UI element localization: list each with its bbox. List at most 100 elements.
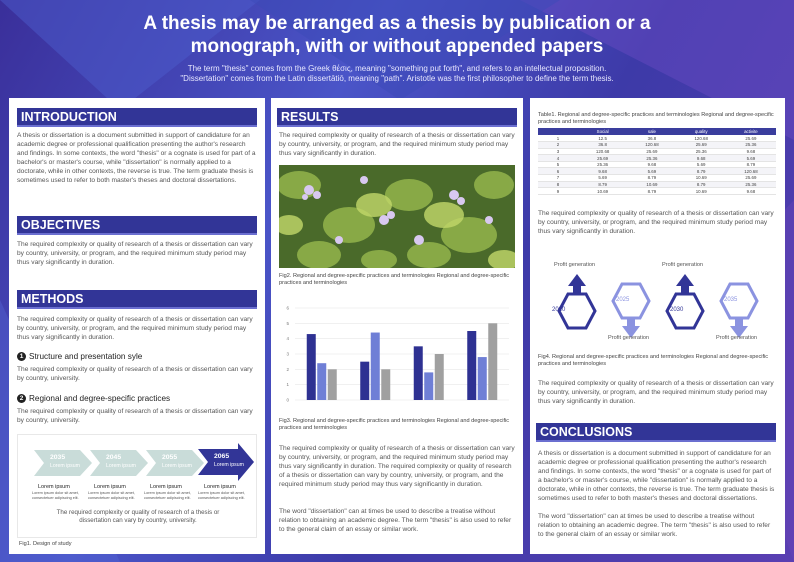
results-text-2: The required complexity or quality of re… <box>279 445 515 488</box>
table-row: 7 5.69 8.79 10.69 25.69 <box>538 174 776 182</box>
arrow-up-icon <box>568 274 586 294</box>
table-cell: 120.68 <box>676 135 726 143</box>
column-right: Table1. Regional and degree-specific pra… <box>530 98 785 554</box>
hex-label-2: Profit generation <box>608 335 650 341</box>
number-badge-1: 1 <box>17 352 26 361</box>
methods-heading: METHODS <box>17 290 257 309</box>
y-tick-label: 6 <box>286 306 289 311</box>
table-cell: 25.36 <box>676 148 726 156</box>
table-row: 3 120.68 25.69 25.36 9.68 <box>538 148 776 156</box>
table-cell: 4 <box>538 154 578 162</box>
table-cell: 9.68 <box>725 148 776 156</box>
y-tick-label: 1 <box>286 382 289 387</box>
table-cell: 25.69 <box>725 135 776 143</box>
methods-subheading-2: 2 Regional and degree-specific practices <box>17 394 170 403</box>
table-row: 6 9.68 5.69 8.79 120.68 <box>538 167 776 176</box>
timeline-title-4: Lorem ipsum <box>204 484 236 490</box>
bar-series1-cat1 <box>306 334 316 400</box>
timeline-figure: 2035 Lorem ipsum 2045 Lorem ipsum 2055 L… <box>17 434 257 538</box>
hexagon-2020 <box>557 292 597 330</box>
table-cell: 8 <box>538 181 578 189</box>
table-cell: 8.79 <box>725 161 776 169</box>
table-cell: 25.36 <box>725 181 776 189</box>
table-cell: 5.69 <box>627 167 677 176</box>
col3-text-2: The required complexity or quality of re… <box>538 380 774 405</box>
table-cell: 5.69 <box>676 161 726 169</box>
timeline-note-3: Lorem ipsum dolor sit amet, consectetuer… <box>144 491 191 500</box>
objectives-text: The required complexity or quality of re… <box>17 241 253 266</box>
table-cell: 9.68 <box>578 167 628 176</box>
bar-chart: 0 1 2 3 4 5 6 <box>286 306 509 403</box>
table-cell: 6 <box>538 167 578 176</box>
poster-subtitle: The term "thesis" comes from the Greek θ… <box>180 64 614 83</box>
bar-series3-cat3 <box>434 354 444 400</box>
table-row: 4 25.69 25.36 9.68 5.69 <box>538 154 776 162</box>
bar-series1-cat4 <box>467 331 477 400</box>
timeline-note-4: Lorem ipsum dolor sit amet, consectetuer… <box>198 491 245 500</box>
results-heading: RESULTS <box>277 108 517 127</box>
col3-text-1: The required complexity or quality of re… <box>538 210 774 235</box>
y-tick-label: 4 <box>286 336 289 341</box>
table-row: 9 10.69 8.79 10.69 9.68 <box>538 187 776 195</box>
table-cell: 8.79 <box>676 181 726 189</box>
table-cell: 12.5 <box>578 135 628 143</box>
table-header-cell: Social <box>578 128 628 135</box>
y-tick-label: 0 <box>286 398 289 403</box>
table-cell: 3 <box>538 148 578 156</box>
arrow-up-icon <box>676 274 694 294</box>
table-row: 5 25.36 9.68 5.69 8.79 <box>538 161 776 169</box>
table-cell: 120.68 <box>725 167 776 176</box>
table-cell: 25.69 <box>578 154 628 162</box>
fig1-caption: Fig1. Design of study <box>19 541 72 547</box>
timeline-title-1: Lorem ipsum <box>38 484 70 490</box>
hexagon-timeline <box>557 274 759 338</box>
hex-label-1: Profit generation <box>554 262 596 268</box>
column-left: INTRODUCTION A thesis or dissertation is… <box>9 98 265 554</box>
timeline-arrow-1: 2035 Lorem ipsum <box>34 450 92 476</box>
table-cell: 9.68 <box>627 161 677 169</box>
hexagon-2025 <box>611 282 651 320</box>
table-cell: 10.69 <box>676 174 726 182</box>
column-middle: RESULTS The required complexity or quali… <box>271 98 523 554</box>
data-table: Social sale quality activite 1 12.5 36.8 120.6… <box>538 128 776 195</box>
conclusions-heading: CONCLUSIONS <box>536 423 776 442</box>
hex-year-2030: 2030 <box>670 307 684 313</box>
bar-series1-cat3 <box>413 346 423 400</box>
methods-subtext-1: The required complexity or quality of re… <box>17 366 253 382</box>
bar-series3-cat2 <box>381 369 391 400</box>
table-cell: 5 <box>538 161 578 169</box>
table-cell: 8.79 <box>627 174 677 182</box>
bar-series2-cat1 <box>317 363 327 400</box>
table-cell: 2 <box>538 141 578 149</box>
table-cell: 8.79 <box>627 187 677 195</box>
y-tick-label: 3 <box>286 352 289 357</box>
table-cell: 10.69 <box>578 187 628 195</box>
timeline-arrow-2: 2045 Lorem ipsum <box>90 450 148 476</box>
bar-series2-cat2 <box>370 332 380 400</box>
fig2-caption: Fig2. Regional and degree-specific pract… <box>279 273 510 286</box>
hex-label-4: Profit generation <box>716 335 758 341</box>
methods-subheading-1: 1 Structure and presentation syle <box>17 352 142 361</box>
table-cell: 5.69 <box>725 154 776 162</box>
methods-subtext-2: The required complexity or quality of re… <box>17 408 253 424</box>
results-text-3: The word "dissertation" can at times be … <box>279 508 512 533</box>
timeline-text: The required complexity or quality of re… <box>56 509 220 524</box>
table-cell: 120.68 <box>627 141 677 149</box>
methods-text: The required complexity or quality of re… <box>17 316 253 341</box>
table-cell: 10.69 <box>627 181 677 189</box>
table-header-cell: sale <box>627 128 677 135</box>
y-tick-label: 2 <box>286 367 289 372</box>
table1-caption: Table1. Regional and degree-specific pra… <box>538 112 774 125</box>
introduction-heading: INTRODUCTION <box>17 108 257 127</box>
timeline-title-3: Lorem ipsum <box>150 484 182 490</box>
poster-header: A thesis may be arranged as a thesis by … <box>0 12 794 84</box>
table-cell: 10.69 <box>676 187 726 195</box>
results-text-1: The required complexity or quality of re… <box>279 132 515 157</box>
table-row: 2 36.8 120.68 25.69 25.36 <box>538 141 776 149</box>
table-cell: 36.8 <box>627 135 677 143</box>
hex-label-3: Profit generation <box>662 262 704 268</box>
table-cell: 25.69 <box>725 174 776 182</box>
table-cell: 25.69 <box>676 141 726 149</box>
bar-series1-cat2 <box>360 361 370 400</box>
hexagon-2030 <box>665 292 705 330</box>
